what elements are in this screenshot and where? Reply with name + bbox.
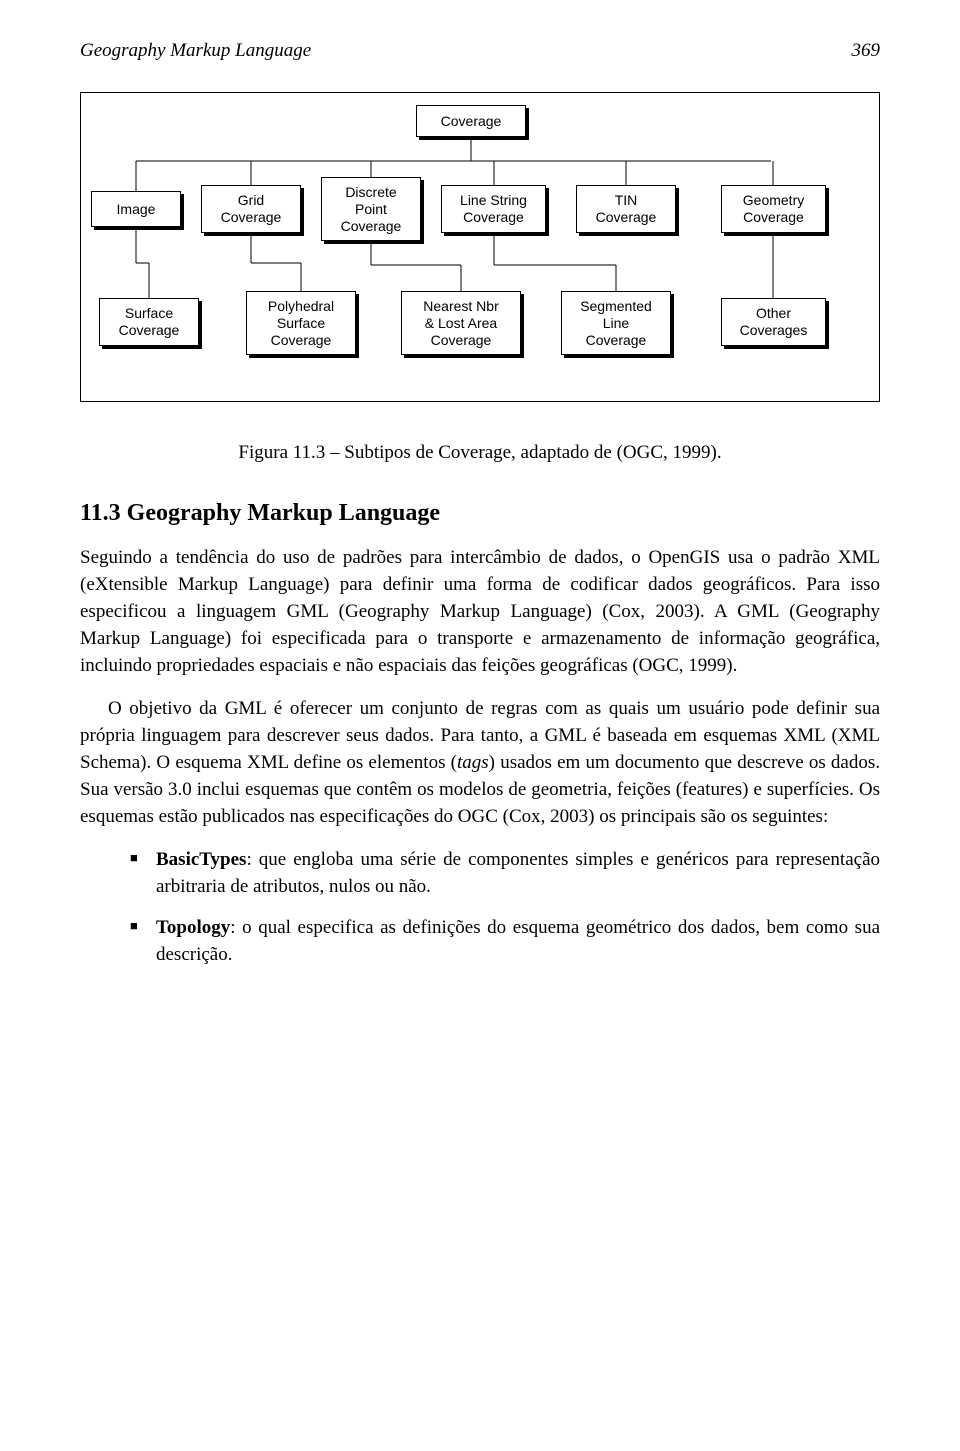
page-number: 369 <box>852 40 881 62</box>
coverage-diagram: Coverage Image GridCoverage DiscretePointCo… <box>80 92 880 402</box>
diagram-node: OtherCoverages <box>721 298 826 346</box>
diagram-node: Line StringCoverage <box>441 185 546 233</box>
list-item: BasicTypes: que engloba uma série de com… <box>130 847 880 901</box>
bullet-rest: : o qual especifica as definições do esq… <box>156 917 880 965</box>
diagram-node: DiscretePointCoverage <box>321 177 421 241</box>
diagram-node: TINCoverage <box>576 185 676 233</box>
para2-tags-italic: tags <box>457 752 489 773</box>
bullet-rest: : que engloba uma série de componentes s… <box>156 849 880 897</box>
running-title: Geography Markup Language <box>80 40 311 62</box>
diagram-node: Coverage <box>416 105 526 137</box>
diagram-node: GridCoverage <box>201 185 301 233</box>
section-heading: 11.3 Geography Markup Language <box>80 500 880 527</box>
bullet-list: BasicTypes: que engloba uma série de com… <box>80 847 880 969</box>
diagram-node: PolyhedralSurfaceCoverage <box>246 291 356 355</box>
bullet-term: Topology <box>156 917 230 938</box>
diagram-node: SurfaceCoverage <box>99 298 199 346</box>
diagram-node: SegmentedLineCoverage <box>561 291 671 355</box>
paragraph-1: Seguindo a tendência do uso de padrões p… <box>80 545 880 680</box>
figure-caption: Figura 11.3 – Subtipos de Coverage, adap… <box>80 442 880 464</box>
running-header: Geography Markup Language 369 <box>80 40 880 62</box>
paragraph-2: O objetivo da GML é oferecer um conjunto… <box>80 696 880 831</box>
diagram-node: GeometryCoverage <box>721 185 826 233</box>
diagram-node: Nearest Nbr& Lost AreaCoverage <box>401 291 521 355</box>
bullet-term: BasicTypes <box>156 849 246 870</box>
list-item: Topology: o qual especifica as definiçõe… <box>130 915 880 969</box>
diagram-node: Image <box>91 191 181 227</box>
